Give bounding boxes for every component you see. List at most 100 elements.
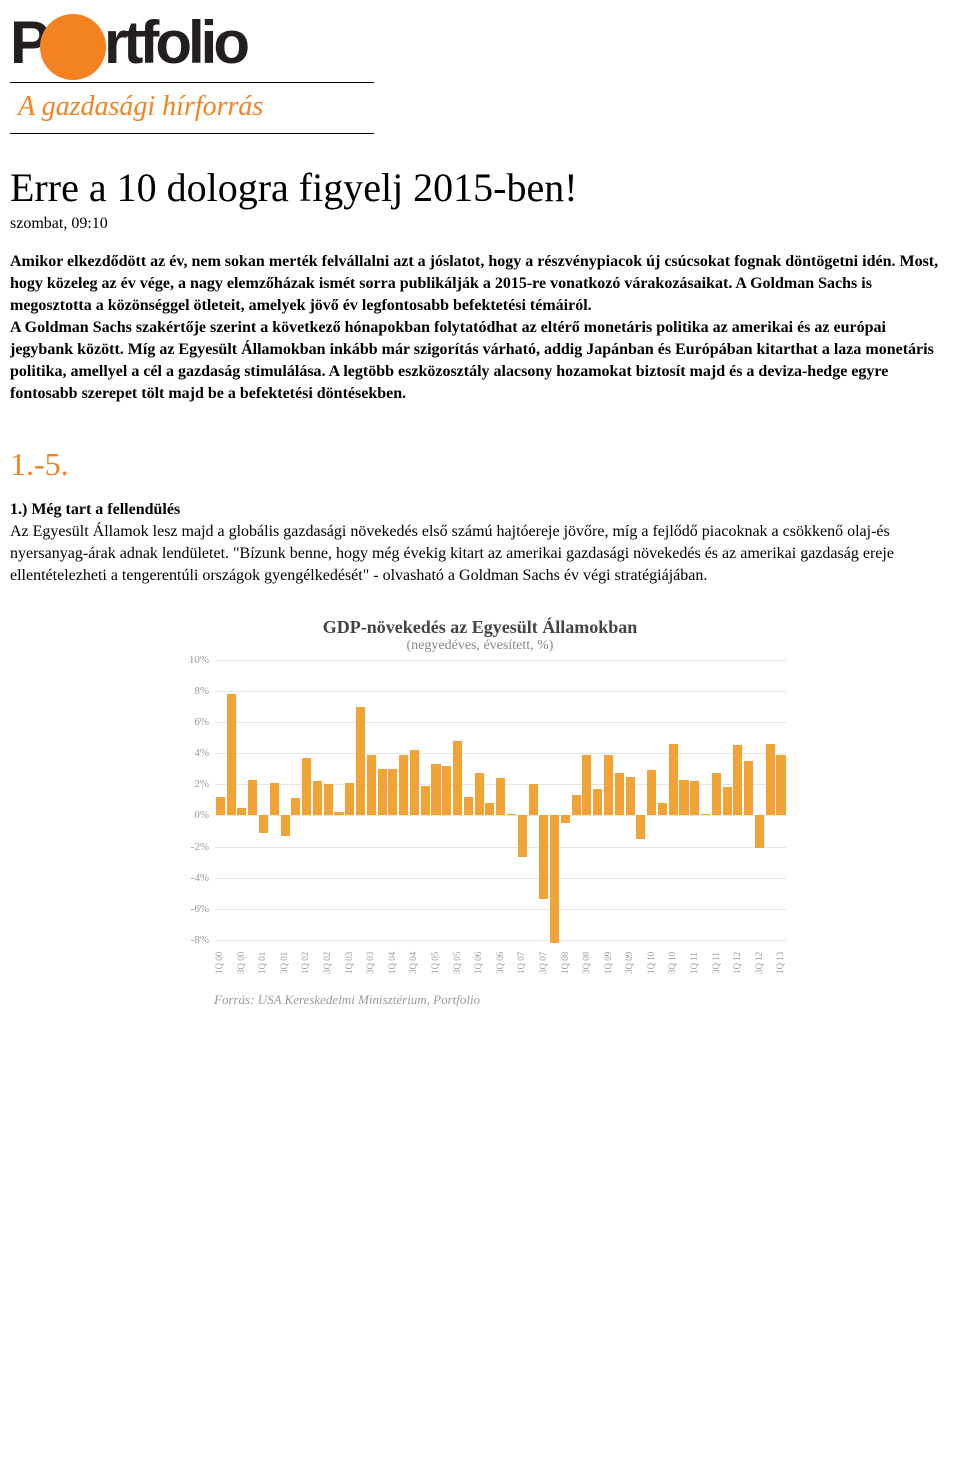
chart-bar [485, 803, 494, 815]
chart-bar-col [560, 660, 571, 940]
chart-bar [464, 797, 473, 816]
article-lead: Amikor elkezdődött az év, nem sokan mert… [10, 251, 950, 406]
chart-bar [356, 707, 365, 816]
chart-bar [615, 773, 624, 815]
chart-x-tick-label [678, 944, 689, 982]
chart-x-tick-label [635, 944, 646, 982]
chart-bar [766, 744, 775, 816]
chart-bar [324, 784, 333, 815]
chart-bar [744, 761, 753, 815]
chart-x-tick-label: 3Q 04 [408, 944, 419, 982]
chart-bar-col [700, 660, 711, 940]
chart-x-tick-label: 1Q 05 [430, 944, 441, 982]
chart-bar-col [592, 660, 603, 940]
chart-bar [712, 773, 721, 815]
chart-x-tick-label [484, 944, 495, 982]
chart-bar [701, 814, 710, 816]
chart-bar-col [528, 660, 539, 940]
chart-x-tick-label: 3Q 03 [365, 944, 376, 982]
chart-x-tick-label: 3Q 09 [624, 944, 635, 982]
logo-tagline: A gazdasági hírforrás [18, 91, 263, 122]
chart-x-tick-label: 1Q 10 [646, 944, 657, 982]
chart-bar-col [603, 660, 614, 940]
chart-bar [259, 815, 268, 832]
logo-o-icon [40, 14, 106, 80]
chart-x-tick-label [333, 944, 344, 982]
chart-x-tick-label [743, 944, 754, 982]
chart-bar-col [431, 660, 442, 940]
chart-bar-col [280, 660, 291, 940]
logo-tagline-wrap: A gazdasági hírforrás [10, 82, 374, 134]
chart-y-tick-label: -2% [171, 841, 209, 853]
chart-bar [550, 815, 559, 943]
chart-bar [776, 755, 785, 816]
chart-bar [453, 741, 462, 816]
chart-bar-col [549, 660, 560, 940]
chart-bar-col [506, 660, 517, 940]
chart-bar-col [290, 660, 301, 940]
chart-bar-col [323, 660, 334, 940]
chart-bar [626, 777, 635, 816]
chart-bar [733, 745, 742, 815]
chart-bar [399, 755, 408, 816]
chart-y-tick-label: 0% [171, 809, 209, 821]
chart-bar-col [689, 660, 700, 940]
chart-y-tick-label: -6% [171, 903, 209, 915]
chart-x-tick-label [462, 944, 473, 982]
chart-x-tick-label: 3Q 01 [279, 944, 290, 982]
section-heading: 1.) Még tart a fellendülés [10, 501, 180, 518]
chart-bar [410, 750, 419, 815]
lead-bold: Amikor elkezdődött az év, nem sokan mert… [10, 253, 938, 314]
chart-bar-col [722, 660, 733, 940]
chart-x-tick-label [311, 944, 322, 982]
chart-bar [367, 755, 376, 816]
chart-bar [507, 814, 516, 816]
chart-y-tick-label: 6% [171, 716, 209, 728]
chart-bar [302, 758, 311, 816]
chart-y-tick-label: 8% [171, 685, 209, 697]
chart-bar-col [485, 660, 496, 940]
chart-bar-col [495, 660, 506, 940]
chart-bar-col [776, 660, 787, 940]
chart-bar-col [377, 660, 388, 940]
chart-x-tick-label: 1Q 02 [300, 944, 311, 982]
chart-bar [270, 783, 279, 816]
chart-bar [669, 744, 678, 816]
chart-bar-col [237, 660, 248, 940]
logo-rest: rtfolio [104, 13, 246, 73]
chart-x-tick-label [613, 944, 624, 982]
chart-bar [561, 815, 570, 823]
chart-bar [529, 784, 538, 815]
gdp-chart: GDP-növekedés az Egyesült Államokban (ne… [170, 617, 790, 1008]
chart-bar [421, 786, 430, 816]
chart-x-tick-label [268, 944, 279, 982]
chart-bar [582, 755, 591, 816]
chart-bar [227, 694, 236, 815]
chart-bar-col [625, 660, 636, 940]
chart-bar [281, 815, 290, 835]
chart-x-tick-label: 3Q 00 [236, 944, 247, 982]
site-logo: P rtfolio A gazdasági hírforrás [10, 10, 950, 134]
chart-x-labels: 1Q 003Q 001Q 013Q 011Q 023Q 021Q 033Q 03… [214, 944, 786, 982]
chart-bar-col [366, 660, 377, 940]
chart-bar-col [269, 660, 280, 940]
chart-bar-col [679, 660, 690, 940]
chart-x-tick-label [506, 944, 517, 982]
chart-bar-col [409, 660, 420, 940]
chart-x-tick-label [354, 944, 365, 982]
chart-bar-col [344, 660, 355, 940]
chart-bar-col [312, 660, 323, 940]
chart-bar-col [226, 660, 237, 940]
chart-x-tick-label [721, 944, 732, 982]
chart-x-tick-label [549, 944, 560, 982]
chart-x-tick-label [657, 944, 668, 982]
chart-x-tick-label: 1Q 04 [387, 944, 398, 982]
chart-x-tick-label: 1Q 08 [560, 944, 571, 982]
chart-bar-col [765, 660, 776, 940]
chart-x-tick-label: 1Q 00 [214, 944, 225, 982]
chart-bar [237, 808, 246, 816]
chart-x-tick-label: 1Q 06 [473, 944, 484, 982]
chart-x-tick-label [398, 944, 409, 982]
lead-rest: A Goldman Sachs szakértője szerint a köv… [10, 319, 934, 402]
chart-x-tick-label [246, 944, 257, 982]
